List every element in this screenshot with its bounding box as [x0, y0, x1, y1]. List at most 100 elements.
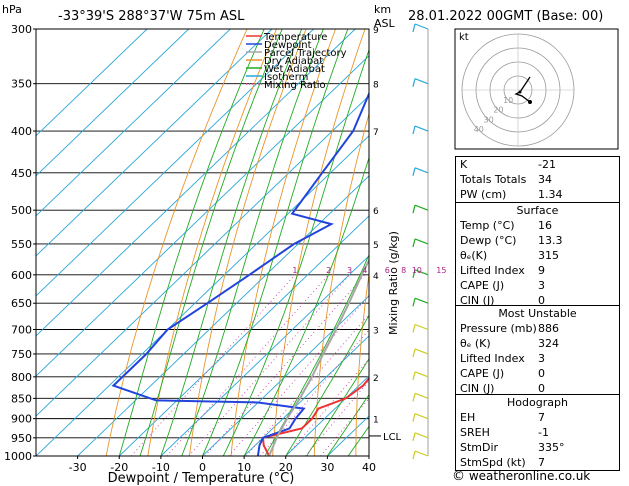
isotherm-line — [243, 335, 369, 456]
mu-row: Lifted Index 3 — [460, 352, 545, 365]
dry-adiabat-line — [147, 29, 278, 456]
pressure-tick-label: 800 — [11, 371, 32, 384]
wet-adiabat-line — [118, 29, 265, 456]
pressure-tick-label: 600 — [11, 269, 32, 282]
wind-barb — [414, 371, 429, 378]
hodo-row: SREH -1 — [460, 426, 549, 439]
most-unstable-table: Most Unstable Pressure (mb) 886 θₑ (K) 324… — [455, 305, 620, 397]
wind-barb-flag — [412, 205, 416, 214]
dry-adiabat-line — [230, 29, 337, 456]
totals-row: Totals Totals 34 — [460, 173, 552, 186]
x-axis-title: Dewpoint / Temperature (°C) — [108, 471, 295, 486]
wind-barb — [414, 432, 429, 439]
x-tick-label: -30 — [69, 461, 87, 474]
dry-adiabat-line — [105, 29, 248, 456]
wind-barb-flag — [412, 324, 416, 333]
mixing-ratio-line — [228, 294, 369, 456]
wind-barb-flag — [412, 238, 416, 248]
wind-barb-flag — [412, 348, 416, 358]
isotherm-line — [36, 29, 356, 337]
wind-barb-flag — [412, 432, 416, 441]
pressure-tick-label: 350 — [11, 78, 32, 91]
surface-row: θₑ(K) 315 — [460, 249, 559, 262]
indices-table: K -21 Totals Totals 34 PW (cm) 1.34 — [455, 156, 620, 203]
mixing-ratio-label: 10 — [412, 266, 422, 275]
temperature-line — [261, 376, 369, 456]
wind-barb-flag — [412, 78, 416, 87]
legend-label: Parcel Trajectory — [264, 48, 347, 59]
wet-adiabat-line — [327, 393, 369, 456]
mu-row: Pressure (mb) 886 — [460, 322, 559, 335]
legend-label: Mixing Ratio — [264, 80, 326, 91]
site-name: weatheronline.co.uk — [468, 469, 591, 483]
footer-credit: © weatheronline.co.uk — [452, 469, 590, 484]
dry-adiabat-line — [272, 29, 366, 456]
wind-barb — [414, 323, 429, 331]
height-tick-label: 8 — [373, 81, 379, 91]
dry-adiabat-line — [188, 29, 307, 456]
surface-row: CIN (J) 0 — [460, 294, 545, 307]
wind-barb-flag — [412, 450, 416, 460]
wind-barb — [414, 204, 429, 211]
wind-barb — [414, 413, 429, 420]
mixing-ratio-label: 15 — [436, 266, 446, 275]
x-tick-label: 30 — [320, 461, 334, 474]
wind-barb — [414, 125, 429, 132]
wind-barb — [414, 348, 429, 355]
wind-barb — [414, 450, 429, 457]
k-index-row: K -21 — [460, 158, 556, 171]
dewpoint-line — [111, 91, 369, 456]
hodograph-ring-label: 10 — [503, 96, 513, 105]
wet-adiabat-line — [181, 29, 324, 456]
datetime-title: 28.01.2022 00GMT (Base: 00) — [408, 9, 603, 24]
pressure-tick-label: 500 — [11, 204, 32, 217]
hodograph-table-title: Hodograph — [507, 396, 568, 409]
wet-adiabat-line — [243, 156, 369, 456]
surface-row: Lifted Index 9 — [460, 264, 545, 277]
height-ref: ASL — [374, 17, 396, 30]
hodograph-table: Hodograph EH 7 SREH -1 StmDir 335° StmSpd (… — [455, 394, 620, 471]
wet-adiabat-line — [139, 29, 283, 456]
hodograph-unit: kt — [459, 32, 469, 43]
surface-row: CAPE (J) 3 — [460, 279, 545, 292]
plot-frame — [35, 28, 370, 457]
pressure-tick-label: 300 — [11, 23, 32, 36]
wind-barb — [414, 23, 429, 30]
isotherm-line — [36, 29, 231, 217]
height-tick-label: 1 — [373, 416, 379, 426]
hodo-row: StmSpd (kt) 7 — [460, 456, 545, 469]
wind-barb — [414, 392, 429, 399]
height-tick-label: 7 — [373, 128, 379, 138]
height-tick-label: 9 — [373, 26, 379, 36]
hodo-row: EH 7 — [460, 411, 545, 424]
most-unstable-title: Most Unstable — [498, 307, 577, 320]
wind-barb-flag — [412, 298, 416, 307]
hodograph-trace — [514, 76, 531, 103]
surface-title: Surface — [516, 204, 559, 217]
x-tick-label: 0 — [199, 461, 206, 474]
legend-label: Isotherm — [264, 72, 308, 83]
hodograph-point — [518, 90, 522, 94]
hodograph-ring-label: 30 — [484, 115, 494, 124]
mixing-ratio-label: 8 — [401, 266, 406, 275]
wet-adiabat-line — [202, 29, 349, 456]
x-tick-label: -20 — [110, 461, 128, 474]
x-tick-label: -10 — [152, 461, 170, 474]
pressure-tick-label: 550 — [11, 238, 32, 251]
lcl-label: LCL — [383, 432, 402, 443]
wind-barb-flag — [412, 125, 416, 135]
wet-adiabat-line — [285, 314, 369, 456]
height-unit: km — [374, 3, 391, 16]
wind-barb-flag — [412, 167, 416, 176]
wind-barb — [414, 238, 429, 245]
mixing-ratio-line — [166, 274, 330, 456]
wind-barb-flag — [412, 393, 416, 402]
height-tick-label: 3 — [373, 327, 379, 337]
isotherm-line — [36, 29, 314, 297]
mixing-ratio-title: Mixing Ratio (g/kg) — [387, 231, 400, 335]
wind-barb-flag — [412, 371, 416, 381]
x-tick-label: 10 — [237, 461, 251, 474]
wind-barb — [414, 297, 429, 304]
